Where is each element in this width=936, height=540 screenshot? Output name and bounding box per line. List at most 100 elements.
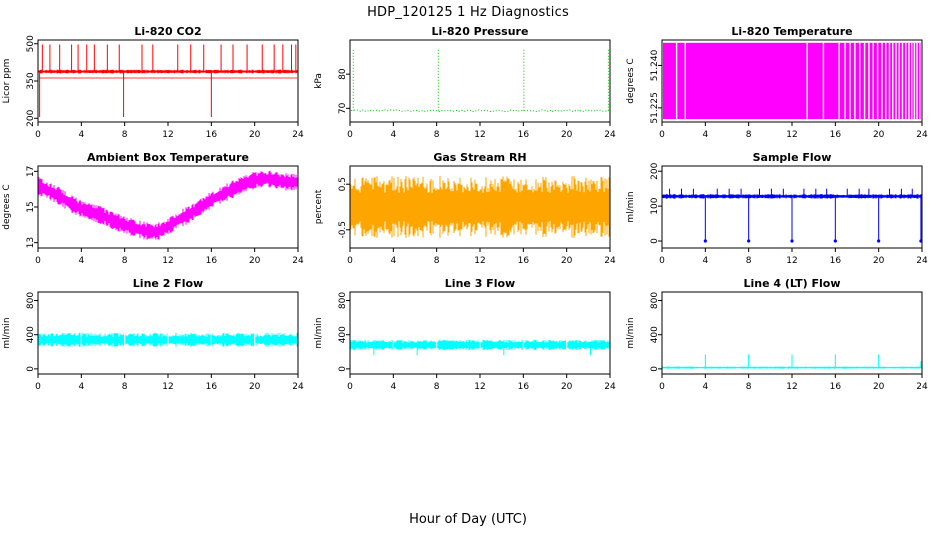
chart-li820-pressure: Li-820 Pressure 0 4 8 12 16 20 24 70 80 kPa <box>312 24 624 150</box>
data-trace <box>38 69 298 74</box>
x-tick-label: 4 <box>78 130 84 140</box>
x-tick-label: 24 <box>292 382 304 392</box>
plot-svg-line-2-flow: Line 2 Flow 0 4 8 12 16 20 24 0 400 800 ml/min <box>2 277 304 392</box>
y-tick-label: 15 <box>26 201 36 212</box>
x-tick-label: 20 <box>561 256 573 266</box>
x-tick-label: 0 <box>659 382 665 392</box>
y-tick-label: -0.5 <box>338 221 348 239</box>
y-tick-label: 400 <box>26 326 36 343</box>
x-tick-label: 16 <box>518 382 530 392</box>
y-tick-label: 800 <box>26 292 36 309</box>
x-tick-label: 12 <box>474 130 485 140</box>
y-tick-label: 0.5 <box>338 177 348 191</box>
y-axis-title: degrees C <box>626 58 636 103</box>
spike-dot <box>877 239 881 243</box>
x-tick-label: 0 <box>659 130 665 140</box>
x-tick-label: 0 <box>35 130 41 140</box>
spike-dot <box>833 239 837 243</box>
charts-grid: Li-820 CO2 0 4 8 12 16 20 24 200 350 500 Licor ppm L… <box>0 24 936 402</box>
y-axis-title: ml/min <box>2 317 12 348</box>
plot-title: Li-820 CO2 <box>134 25 201 38</box>
y-tick-label: 200 <box>650 162 660 179</box>
x-tick-label: 24 <box>604 130 616 140</box>
x-tick-label: 12 <box>474 256 485 266</box>
plot-frame <box>37 39 299 123</box>
chart-sample-flow: Sample Flow 0 4 8 12 16 20 24 0 100 200 ml/min <box>624 150 936 276</box>
plot-svg-li820-co2: Li-820 CO2 0 4 8 12 16 20 24 200 350 500 Licor ppm <box>2 25 304 140</box>
y-tick-label: 800 <box>650 292 660 309</box>
x-tick-label: 12 <box>162 256 173 266</box>
chart-line-3-flow: Line 3 Flow 0 4 8 12 16 20 24 0 400 800 ml/min <box>312 276 624 402</box>
plot-title: Line 4 (LT) Flow <box>744 277 841 290</box>
y-tick-label: 400 <box>650 326 660 343</box>
y-axis-title: degrees C <box>2 184 12 229</box>
x-tick-label: 12 <box>786 256 797 266</box>
x-tick-label: 24 <box>292 256 304 266</box>
x-tick-label: 0 <box>347 130 353 140</box>
x-tick-label: 16 <box>206 256 218 266</box>
y-tick-label: 13 <box>26 237 36 248</box>
x-tick-label: 8 <box>434 256 440 266</box>
spike-dot <box>703 239 707 243</box>
x-tick-label: 16 <box>206 382 218 392</box>
x-tick-label: 20 <box>249 256 261 266</box>
plot-title: Li-820 Temperature <box>731 25 852 38</box>
plot-title: Line 2 Flow <box>133 277 203 290</box>
plot-title: Sample Flow <box>753 151 832 164</box>
x-tick-label: 20 <box>873 130 885 140</box>
plot-title: Gas Stream RH <box>433 151 526 164</box>
plot-svg-ambient-box-temperature: Ambient Box Temperature 0 4 8 12 16 20 24 13 15 17… <box>2 151 304 266</box>
y-tick-label: 0 <box>26 366 36 372</box>
chart-li820-temperature: Li-820 Temperature 0 4 8 12 16 20 24 51.225 51.24… <box>624 24 936 150</box>
x-tick-label: 24 <box>916 130 928 140</box>
x-tick-label: 16 <box>830 256 842 266</box>
x-tick-label: 16 <box>206 130 218 140</box>
y-tick-label: 100 <box>650 197 660 214</box>
x-tick-label: 12 <box>474 382 485 392</box>
x-axis-label: Hour of Day (UTC) <box>409 512 527 527</box>
plot-frame <box>661 165 923 249</box>
y-tick-label: 0 <box>650 238 660 244</box>
x-tick-label: 12 <box>786 382 797 392</box>
chart-line-2-flow: Line 2 Flow 0 4 8 12 16 20 24 0 400 800 ml/min <box>0 276 312 402</box>
plot-frame <box>349 39 611 123</box>
y-tick-label: 51.240 <box>650 49 660 81</box>
x-tick-label: 8 <box>746 382 752 392</box>
x-tick-label: 12 <box>786 130 797 140</box>
x-tick-label: 24 <box>604 382 616 392</box>
plot-frame <box>661 291 923 375</box>
chart-li820-co2: Li-820 CO2 0 4 8 12 16 20 24 200 350 500 Licor ppm <box>0 24 312 150</box>
plot-svg-li820-temperature: Li-820 Temperature 0 4 8 12 16 20 24 51.225 51.24… <box>626 25 928 140</box>
x-tick-label: 8 <box>122 382 128 392</box>
x-tick-label: 20 <box>561 130 573 140</box>
spike-dot <box>747 239 751 243</box>
x-tick-label: 20 <box>561 382 573 392</box>
plot-frame <box>661 39 923 123</box>
y-tick-label: 70 <box>338 102 348 114</box>
plot-frame <box>37 291 299 375</box>
plot-svg-gas-stream-rh: Gas Stream RH 0 4 8 12 16 20 24 -0.5 0.5 percent <box>314 151 616 266</box>
y-tick-label: 200 <box>26 109 36 126</box>
x-tick-label: 12 <box>162 382 173 392</box>
plot-svg-line-3-flow: Line 3 Flow 0 4 8 12 16 20 24 0 400 800 ml/min <box>314 277 616 392</box>
x-tick-label: 20 <box>873 382 885 392</box>
y-axis-title: ml/min <box>626 191 636 222</box>
y-tick-label: 0 <box>338 366 348 372</box>
plot-title: Ambient Box Temperature <box>87 151 249 164</box>
spike-dot <box>790 239 794 243</box>
x-tick-label: 0 <box>35 382 41 392</box>
x-tick-label: 0 <box>347 256 353 266</box>
plot-svg-li820-pressure: Li-820 Pressure 0 4 8 12 16 20 24 70 80 kPa <box>314 25 616 140</box>
x-tick-label: 8 <box>122 130 128 140</box>
plot-title: Li-820 Pressure <box>432 25 529 38</box>
y-tick-label: 80 <box>338 68 348 80</box>
chart-ambient-box-temperature: Ambient Box Temperature 0 4 8 12 16 20 24 13 15 17… <box>0 150 312 276</box>
chart-gas-stream-rh: Gas Stream RH 0 4 8 12 16 20 24 -0.5 0.5 percent <box>312 150 624 276</box>
y-tick-label: 500 <box>26 35 36 52</box>
data-trace <box>662 366 922 369</box>
y-tick-label: 17 <box>26 166 36 177</box>
data-trace <box>38 170 298 240</box>
x-tick-label: 4 <box>390 130 396 140</box>
x-tick-label: 16 <box>518 130 530 140</box>
x-tick-label: 4 <box>702 130 708 140</box>
